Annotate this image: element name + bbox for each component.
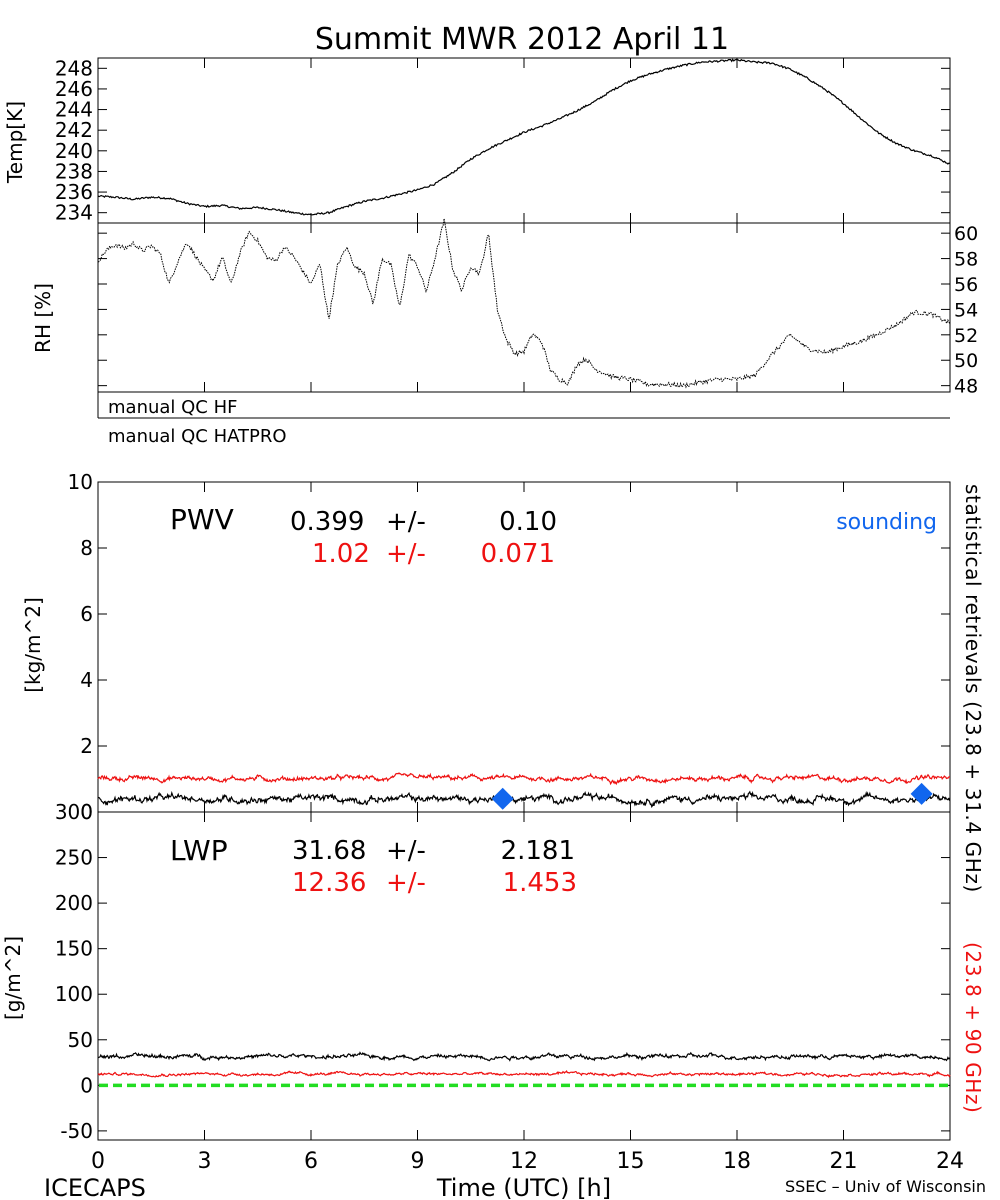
pwv-x-ticks [97, 482, 951, 812]
pwv-series-red-line [97, 772, 950, 786]
y-tick-label: 60 [954, 223, 978, 245]
temperature-x-ticks [97, 58, 951, 223]
x-axis-label: Time (UTC) [h] [436, 1174, 611, 1200]
figure-title: Summit MWR 2012 April 11 [315, 22, 729, 57]
y-tick-label: 8 [80, 536, 93, 560]
lwp-y-ticks: -50 0 50 100 150 200 250 300 [55, 800, 950, 1143]
x-tick-label: 6 [304, 1149, 318, 1174]
sounding-legend-label: sounding [836, 510, 937, 535]
x-tick-label: 3 [198, 1149, 212, 1174]
qc-hatpro-label: manual QC HATPRO [108, 426, 287, 447]
y-tick-label: 58 [954, 249, 978, 271]
lwp-panel: -50 0 50 100 150 200 250 300 0 3 6 9 12 15 18 21 24 LWP… [1, 800, 964, 1174]
sounding-marker [491, 787, 514, 810]
y-tick-label: 56 [954, 274, 978, 296]
lwp-stat-std-black: 2.181 [501, 836, 575, 866]
y-tick-label: 0 [80, 800, 93, 824]
x-tick-label: 24 [936, 1149, 964, 1174]
pwv-y-axis-label: [kg/m^2] [21, 597, 45, 693]
y-tick-label: 236 [55, 180, 93, 204]
y-tick-label: 242 [55, 118, 93, 142]
y-tick-label: 54 [954, 299, 978, 321]
rh-series-line [97, 218, 951, 389]
side-label-black: statistical retrievals (23.8 + 31.4 GHz) [961, 484, 985, 893]
x-tick-label: 0 [91, 1149, 105, 1174]
lwp-stat-pm-black: +/- [386, 836, 426, 866]
pwv-stat-std-red: 0.071 [481, 539, 555, 569]
rh-plot-frame [97, 222, 951, 393]
y-tick-label: 150 [55, 937, 93, 961]
rh-y-ticks: 48 50 52 54 56 58 60 [98, 223, 978, 398]
y-tick-label: 10 [68, 470, 93, 494]
x-tick-label: 18 [723, 1149, 751, 1174]
x-tick-label: 21 [830, 1149, 858, 1174]
lwp-series-black-line [97, 1051, 951, 1062]
lwp-x-ticks: 0 3 6 9 12 15 18 21 24 [91, 812, 964, 1174]
pwv-y-ticks: 0 2 4 6 8 10 [68, 470, 950, 824]
y-tick-label: 100 [55, 982, 93, 1006]
pwv-stat-pm-red: +/- [386, 539, 426, 569]
lwp-y-axis-label: [g/m^2] [1, 936, 25, 1020]
qc-section: manual QC HF manual QC HATPRO [97, 392, 950, 447]
y-tick-label: 246 [55, 77, 93, 101]
lwp-stat-pm-red: +/- [386, 868, 426, 898]
pwv-stat-std-black: 0.10 [499, 507, 557, 537]
lwp-panel-label: LWP [170, 834, 228, 867]
rh-panel: 48 50 52 54 56 58 60 RH [%] [31, 218, 978, 398]
y-tick-label: 2 [80, 734, 93, 758]
y-tick-label: 0 [80, 1073, 93, 1097]
y-tick-label: 50 [68, 1028, 93, 1052]
pwv-panel-label: PWV [170, 503, 234, 536]
y-tick-label: 238 [55, 159, 93, 183]
lwp-stat-mean-red: 12.36 [292, 868, 366, 898]
temperature-series-line [97, 58, 951, 216]
y-tick-label: 200 [55, 891, 93, 915]
side-label-red: (23.8 + 90 GHz) [961, 942, 985, 1113]
y-tick-label: 300 [55, 800, 93, 824]
pwv-stat-mean-red: 1.02 [312, 539, 370, 569]
rh-y-axis-label: RH [%] [31, 283, 55, 353]
y-tick-label: 50 [954, 350, 978, 372]
sounding-markers [491, 782, 933, 810]
temperature-plot-frame [97, 57, 951, 224]
y-tick-label: 248 [55, 56, 93, 80]
temperature-y-axis-label: Temp[K] [3, 101, 27, 184]
footer-right-label: SSEC – Univ of Wisconsin [785, 1177, 986, 1196]
lwp-stat-mean-black: 31.68 [292, 836, 366, 866]
lwp-series-red-line [97, 1070, 951, 1079]
pwv-series-black-line [97, 790, 951, 809]
lwp-stat-std-red: 1.453 [503, 868, 577, 898]
sounding-marker [910, 782, 933, 805]
x-tick-label: 15 [617, 1149, 645, 1174]
pwv-stat-mean-black: 0.399 [290, 507, 364, 537]
pwv-panel: 0 2 4 6 8 10 PWV 0.399 +/- 0.10 1.02 +/- 0.07… [21, 470, 951, 824]
y-tick-label: 250 [55, 846, 93, 870]
y-tick-label: -50 [60, 1119, 93, 1143]
footer-left-label: ICECAPS [44, 1174, 146, 1200]
y-tick-label: 244 [55, 98, 93, 122]
pwv-stat-pm-black: +/- [386, 507, 426, 537]
y-tick-label: 52 [954, 325, 978, 347]
y-tick-label: 6 [80, 602, 93, 626]
rh-x-ticks [97, 223, 951, 392]
y-tick-label: 4 [80, 668, 93, 692]
x-tick-label: 12 [510, 1149, 538, 1174]
y-tick-label: 48 [954, 376, 978, 398]
qc-hf-label: manual QC HF [108, 397, 237, 418]
y-tick-label: 234 [55, 201, 93, 225]
x-tick-label: 9 [411, 1149, 425, 1174]
y-tick-label: 240 [55, 139, 93, 163]
